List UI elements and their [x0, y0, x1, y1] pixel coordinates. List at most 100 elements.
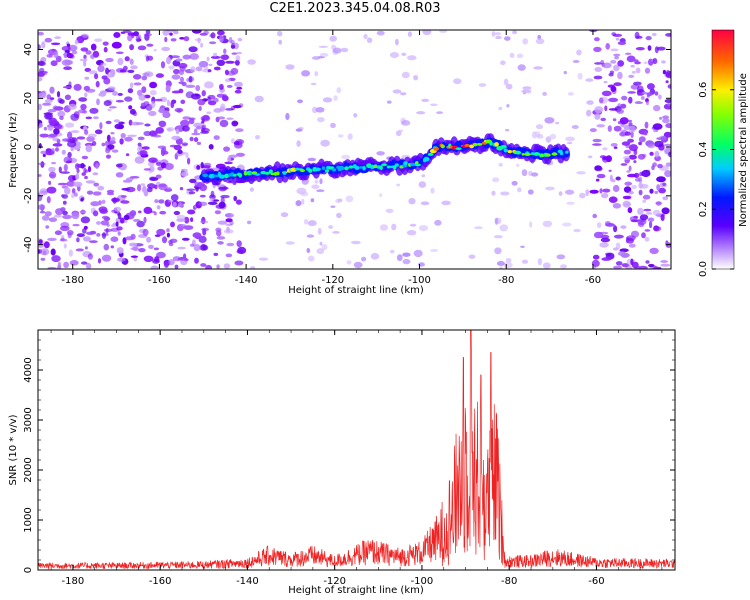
signal-peak — [299, 169, 305, 173]
spectrogram-noise-blob — [178, 69, 185, 76]
spectrogram-noise-blob — [38, 162, 46, 166]
spectrogram-noise-blob — [400, 92, 407, 96]
spectrogram-noise-blob — [600, 117, 606, 122]
colorbar-tick-label: 0.2 — [698, 201, 709, 217]
spectrogram-noise-blob — [307, 255, 315, 262]
spectrogram-noise-blob — [504, 36, 511, 41]
spectrogram-noise-blob — [402, 258, 411, 265]
spectrogram-noise-blob — [585, 78, 594, 82]
spectrogram-noise-blob — [613, 53, 621, 57]
spectrogram-noise-blob — [649, 188, 654, 194]
spectrogram-noise-blob — [39, 122, 43, 128]
spectrogram-noise-blob — [421, 98, 430, 102]
spectrogram-noise-blob — [38, 31, 44, 36]
spectrogram-y-axis-label: Frequency (Hz) — [8, 112, 19, 188]
spectrogram-noise-blob — [301, 198, 305, 205]
spectrogram-noise-blob — [396, 183, 400, 187]
signal-peak — [494, 142, 499, 147]
spectrogram-noise-blob — [65, 122, 75, 128]
spectrogram-noise-blob — [86, 190, 94, 195]
spectrogram-noise-blob — [347, 133, 353, 140]
spectrogram-noise-blob — [190, 243, 195, 247]
spectrogram-noise-blob — [173, 68, 180, 75]
spectrogram-noise-blob — [595, 178, 600, 182]
spectrogram-noise-blob — [593, 46, 602, 53]
x-tick-label: -180 — [61, 275, 84, 286]
spectrogram-noise-blob — [46, 186, 57, 194]
spectrogram-noise-blob — [351, 240, 361, 245]
spectrogram-noise-blob — [41, 215, 50, 221]
spectrogram-noise-blob — [189, 178, 197, 184]
spectrogram-noise-blob — [644, 229, 651, 232]
spectrogram-noise-blob — [61, 46, 71, 51]
spectrogram-noise-blob — [81, 155, 89, 160]
signal-peak — [403, 161, 408, 166]
spectrogram-noise-blob — [217, 241, 224, 245]
spectrogram-noise-blob — [312, 56, 321, 60]
spectrogram-noise-blob — [166, 186, 172, 190]
spectrogram-noise-blob — [330, 122, 336, 129]
spectrogram-noise-blob — [234, 81, 243, 88]
spectrogram-noise-blob — [170, 221, 175, 228]
spectrogram-noise-blob — [250, 266, 256, 269]
spectrogram-noise-blob — [63, 261, 69, 269]
spectrogram-noise-blob — [520, 245, 525, 248]
spectrogram-noise-blob — [103, 243, 110, 251]
spectrogram-noise-blob — [182, 125, 190, 132]
spectrogram-noise-blob — [70, 113, 80, 121]
spectrogram-noise-blob — [596, 124, 605, 128]
spectrogram-noise-blob — [210, 55, 221, 59]
spectrogram-noise-blob — [173, 210, 181, 216]
spectrogram-noise-blob — [631, 70, 637, 74]
spectrogram-noise-blob — [641, 91, 648, 95]
spectrogram-noise-blob — [105, 228, 109, 234]
spectrogram-noise-blob — [566, 201, 575, 205]
spectrogram-noise-blob — [636, 85, 644, 93]
spectrogram-noise-blob — [148, 110, 157, 117]
spectrogram-noise-blob — [434, 219, 442, 226]
spectrogram-noise-blob — [164, 36, 168, 43]
spectrogram-noise-blob — [659, 182, 668, 188]
spectrogram-plot-area — [38, 30, 671, 269]
x-tick-label: -80 — [501, 576, 517, 587]
spectrogram-noise-blob — [635, 35, 643, 39]
spectrogram-noise-blob — [114, 123, 124, 130]
spectrogram-noise-blob — [654, 150, 660, 158]
spectrogram-noise-blob — [161, 46, 171, 52]
spectrogram-noise-blob — [285, 64, 295, 70]
spectrogram-noise-blob — [620, 225, 627, 229]
spectrogram-noise-blob — [614, 55, 619, 60]
spectrogram-noise-blob — [320, 139, 330, 147]
spectrogram-noise-blob — [615, 261, 623, 266]
y-tick-label: 2000 — [23, 457, 34, 482]
spectrogram-noise-blob — [66, 180, 76, 187]
signal-peak — [427, 152, 434, 156]
spectrogram-noise-blob — [612, 247, 619, 251]
spectrogram-noise-blob — [225, 60, 235, 64]
signal-peak — [423, 156, 430, 162]
spectrogram-noise-blob — [195, 85, 201, 92]
spectrogram-noise-blob — [143, 255, 154, 262]
spectrogram-noise-blob — [101, 232, 107, 239]
spectrogram-noise-blob — [409, 223, 417, 227]
spectrogram-noise-blob — [87, 166, 92, 173]
spectrogram-noise-blob — [202, 228, 207, 236]
spectrogram-noise-blob — [54, 230, 63, 235]
spectrogram-noise-blob — [247, 220, 252, 225]
spectrogram-noise-blob — [195, 66, 203, 72]
spectrogram-noise-blob — [93, 182, 99, 187]
spectrogram-noise-blob — [236, 249, 244, 254]
spectrogram-noise-blob — [115, 51, 124, 55]
spectrogram-noise-blob — [667, 102, 671, 106]
spectrogram-noise-blob — [668, 151, 671, 158]
spectrogram-noise-blob — [186, 188, 196, 191]
spectrogram-noise-blob — [295, 200, 302, 207]
spectrogram-noise-blob — [44, 211, 52, 217]
spectrogram-noise-blob — [601, 257, 612, 261]
x-tick-label: -140 — [236, 576, 259, 587]
spectrogram-noise-blob — [641, 169, 651, 178]
spectrogram-noise-blob — [50, 248, 56, 256]
spectrogram-noise-blob — [657, 163, 663, 169]
spectrogram-noise-blob — [198, 235, 207, 243]
signal-peak — [414, 163, 421, 167]
